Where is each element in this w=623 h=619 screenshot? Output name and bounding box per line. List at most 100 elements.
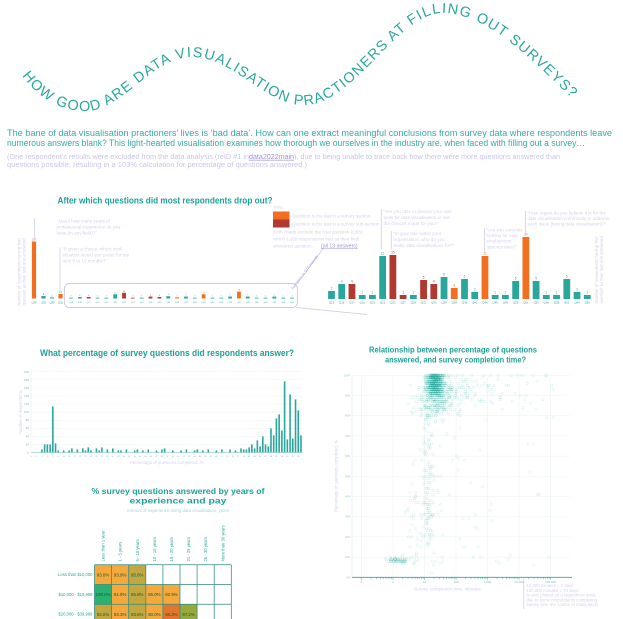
- svg-text:6: 6: [168, 294, 170, 296]
- svg-text:“How urgent do you believe it: “How urgent do you believe it is for the: [528, 211, 607, 216]
- svg-text:21: 21: [84, 456, 87, 458]
- svg-text:1: 1: [212, 296, 214, 298]
- svg-text:Q13: Q13: [69, 302, 74, 304]
- svg-text:23: 23: [90, 456, 93, 458]
- svg-text:1: 1: [402, 291, 404, 295]
- svg-text:the choices made for you?”: the choices made for you?”: [384, 221, 440, 226]
- svg-text:Q64: Q64: [574, 300, 580, 304]
- svg-text:Question is the last in a surv: Question is the last in a survey section: [292, 214, 371, 219]
- svg-text:95: 95: [286, 456, 289, 458]
- svg-text:“Are you able to choose your o: “Are you able to choose your own: [384, 209, 453, 214]
- svg-text:97.2%: 97.2%: [182, 612, 195, 617]
- svg-text:19: 19: [79, 456, 82, 458]
- svg-text:21 - 25 years: 21 - 25 years: [186, 537, 191, 561]
- svg-text:11: 11: [381, 252, 385, 256]
- svg-text:89: 89: [270, 456, 273, 458]
- svg-text:51: 51: [166, 456, 169, 458]
- svg-text:90%: 90%: [345, 394, 351, 398]
- svg-text:5: 5: [274, 295, 276, 297]
- svg-text:Q31: Q31: [149, 302, 154, 304]
- svg-text:Q36: Q36: [441, 300, 447, 304]
- svg-text:numerous answers blank? This l: numerous answers blank? This light-heart…: [7, 138, 585, 148]
- svg-text:63: 63: [199, 456, 202, 458]
- svg-text:Q46: Q46: [493, 300, 499, 304]
- svg-text:6: 6: [443, 273, 445, 277]
- svg-text:), due to being unable to trac: ), due to being unable to trace back how…: [294, 154, 560, 161]
- svg-text:Q36: Q36: [166, 302, 171, 304]
- svg-text:0%: 0%: [347, 575, 351, 579]
- svg-text:% survey questions answered by: % survey questions answered by years of: [92, 487, 265, 496]
- svg-text:40: 40: [26, 434, 30, 438]
- svg-text:10,080 minutes = 7 days;: 10,080 minutes = 7 days;: [527, 583, 575, 588]
- svg-text:HOW GOOD ARE DATA VISUALISATI: HOW GOOD ARE DATA VISUALISATION PRACTION…: [19, 1, 581, 115]
- svg-text:11: 11: [483, 252, 487, 256]
- svg-text:18: 18: [238, 290, 241, 292]
- svg-text:Q21: Q21: [370, 300, 376, 304]
- svg-text:experience and pay: experience and pay: [130, 496, 228, 505]
- svg-text:65: 65: [204, 456, 207, 458]
- svg-text:77: 77: [237, 456, 240, 458]
- svg-text:47: 47: [155, 456, 158, 458]
- svg-text:Q64: Q64: [281, 302, 286, 304]
- svg-text:95.8%: 95.8%: [131, 592, 144, 597]
- svg-text:1: 1: [372, 291, 374, 295]
- svg-text:Q27: Q27: [131, 302, 136, 304]
- svg-text:26 - 30 years: 26 - 30 years: [203, 537, 208, 561]
- svg-text:2: 2: [194, 296, 196, 298]
- svg-text:Q65: Q65: [290, 302, 295, 304]
- svg-text:Q29: Q29: [140, 302, 145, 304]
- svg-text:5: 5: [41, 456, 43, 458]
- svg-text:Q17: Q17: [87, 302, 92, 304]
- svg-text:Q58: Q58: [554, 300, 560, 304]
- svg-text:professional experience do you: professional experience do you: [57, 225, 121, 230]
- svg-text:12: 12: [59, 290, 63, 294]
- svg-text:data2022main: data2022main: [249, 154, 294, 161]
- svg-text:Q20: Q20: [360, 300, 366, 304]
- svg-text:Percentage of questions comple: Percentage of questions completed, %: [334, 440, 339, 512]
- svg-text:95.6%: 95.6%: [131, 572, 144, 577]
- svg-text:Q33: Q33: [431, 300, 437, 304]
- svg-text:5: 5: [230, 295, 232, 297]
- svg-text:33: 33: [117, 456, 120, 458]
- svg-text:49: 49: [161, 456, 164, 458]
- svg-text:data visualisation community t: data visualisation community to address: [528, 216, 610, 221]
- svg-text:Q55: Q55: [246, 302, 251, 304]
- svg-text:1: 1: [51, 293, 53, 297]
- svg-text:100: 100: [24, 410, 29, 414]
- svg-text:35: 35: [123, 456, 126, 458]
- svg-text:5: 5: [150, 295, 152, 297]
- svg-text:“About how many years of: “About how many years of: [57, 219, 111, 224]
- svg-text:1: 1: [221, 296, 223, 298]
- svg-text:120: 120: [24, 402, 29, 406]
- svg-text:Q15: Q15: [78, 302, 83, 304]
- svg-text:93.6%: 93.6%: [131, 612, 144, 617]
- svg-text:Q86: Q86: [50, 301, 55, 305]
- svg-text:survey over the course of many: survey over the course of many days): [527, 602, 599, 607]
- svg-text:13: 13: [63, 456, 66, 458]
- svg-text:140: 140: [24, 394, 29, 398]
- svg-text:93.0%: 93.0%: [97, 572, 110, 577]
- svg-text:45: 45: [150, 456, 153, 458]
- svg-text:8: 8: [43, 292, 45, 296]
- svg-text:2: 2: [70, 296, 72, 298]
- svg-text:Q31: Q31: [421, 300, 427, 304]
- svg-text:1: 1: [132, 296, 134, 298]
- svg-text:4: 4: [88, 295, 90, 297]
- svg-text:93: 93: [281, 456, 284, 458]
- svg-text:1: 1: [141, 296, 143, 298]
- svg-text:30%: 30%: [345, 515, 351, 519]
- svg-text:Survey completion time, minute: Survey completion time, minutes: [414, 587, 481, 592]
- svg-text:1: 1: [256, 296, 258, 298]
- svg-text:After which questions did most: After which questions did most responden…: [58, 196, 273, 206]
- svg-text:0: 0: [361, 580, 363, 584]
- svg-text:Q51: Q51: [523, 300, 529, 304]
- svg-text:Q22: Q22: [380, 300, 386, 304]
- svg-text:79: 79: [243, 456, 246, 458]
- svg-text:Q95: Q95: [41, 301, 46, 305]
- svg-text:95.0%: 95.0%: [148, 592, 161, 597]
- svg-text:Q15: Q15: [339, 300, 345, 304]
- svg-text:Q61: Q61: [272, 302, 277, 304]
- svg-text:5: 5: [423, 276, 425, 280]
- svg-text:1: 1: [97, 296, 99, 298]
- svg-text:Q44: Q44: [482, 300, 488, 304]
